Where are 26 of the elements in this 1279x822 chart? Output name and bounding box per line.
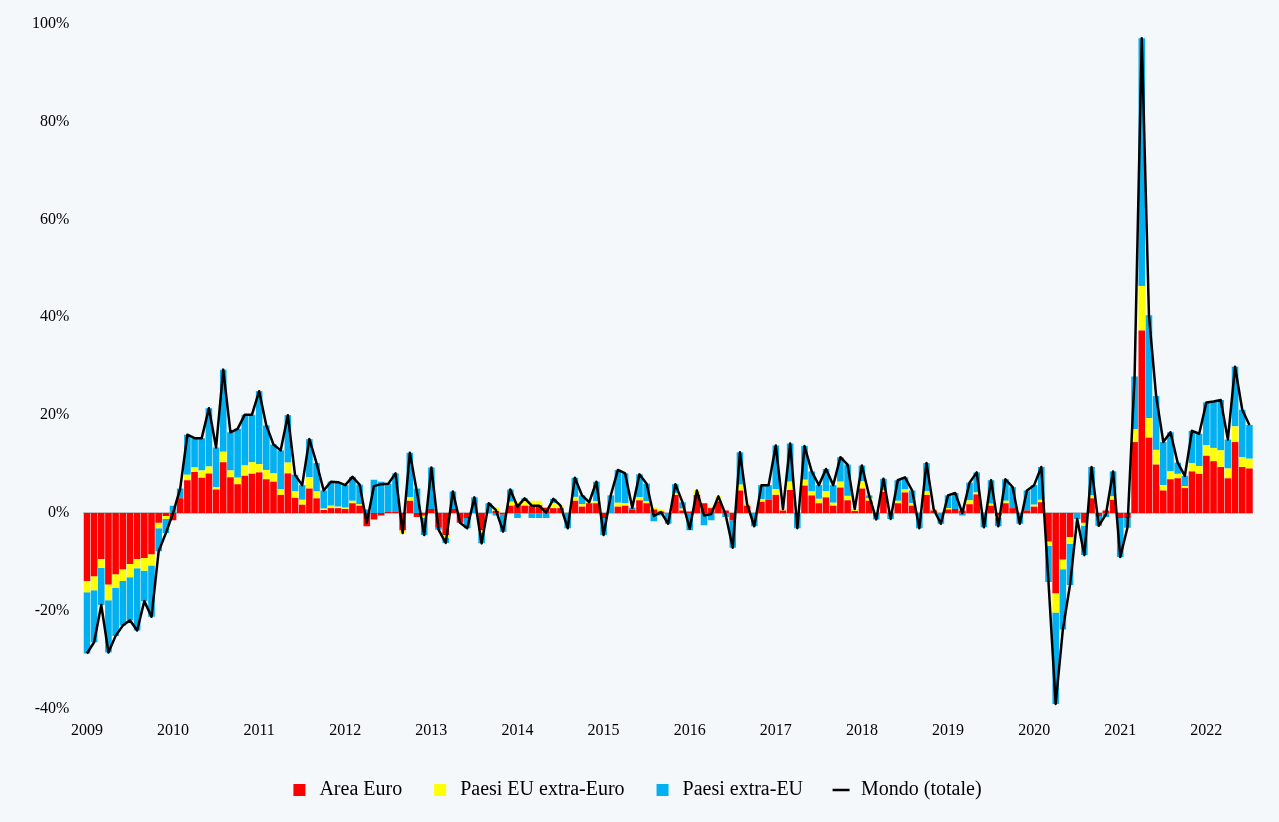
y-tick-label: 40% [40,307,70,325]
legend-label: Paesi extra-EU [682,777,804,800]
x-tick-label: 2011 [243,720,275,738]
x-tick-label: 2013 [415,720,448,738]
y-tick-label: 20% [40,405,70,423]
y-tick-label: -40% [34,699,70,716]
x-tick-label: 2015 [587,720,620,738]
legend-label: Paesi EU extra-Euro [460,777,625,800]
x-tick-label: 2019 [932,720,965,738]
x-tick-label: 2018 [845,720,878,738]
x-tick-label: 2020 [1018,720,1051,738]
y-tick-label: 0% [48,503,70,521]
y-tick-label: -20% [34,601,70,619]
x-tick-label: 2010 [157,720,190,738]
y-tick-label: 80% [40,111,70,129]
x-tick-label: 2022 [1190,720,1223,738]
y-tick-label: 60% [40,209,70,227]
x-tick-label: 2017 [759,720,792,738]
y-tick-label: 100% [32,13,70,31]
legend-label: Mondo (totale) [861,777,982,801]
x-tick-label: 2014 [501,720,534,738]
x-tick-label: 2021 [1104,720,1137,738]
x-tick-label: 2016 [673,720,706,738]
legend-label: Area Euro [319,777,403,800]
x-tick-label: 2012 [329,720,362,738]
x-tick-label: 2009 [70,720,103,738]
